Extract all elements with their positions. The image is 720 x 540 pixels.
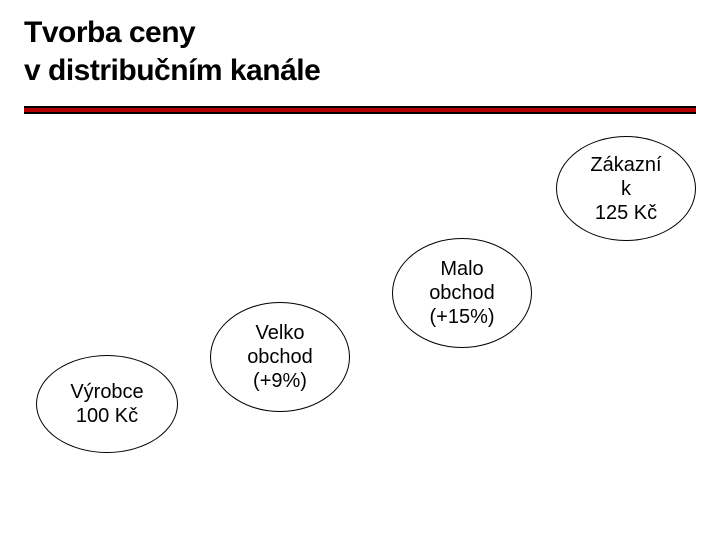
node-vyrobce: Výrobce 100 Kč <box>36 355 178 453</box>
node-velkoobchod: Velko obchod (+9%) <box>210 302 350 412</box>
node-label: Zákazní k 125 Kč <box>590 153 661 225</box>
node-maloobchod: Malo obchod (+15%) <box>392 238 532 348</box>
node-label: Velko obchod (+9%) <box>247 321 313 393</box>
slide: Tvorba ceny v distribučním kanále Výrobc… <box>0 0 720 540</box>
title-rule-inner <box>24 108 696 112</box>
node-label: Malo obchod (+15%) <box>429 257 495 329</box>
slide-title: Tvorba ceny v distribučním kanále <box>24 14 320 89</box>
node-zakaznik: Zákazní k 125 Kč <box>556 136 696 241</box>
node-label: Výrobce 100 Kč <box>70 380 143 428</box>
